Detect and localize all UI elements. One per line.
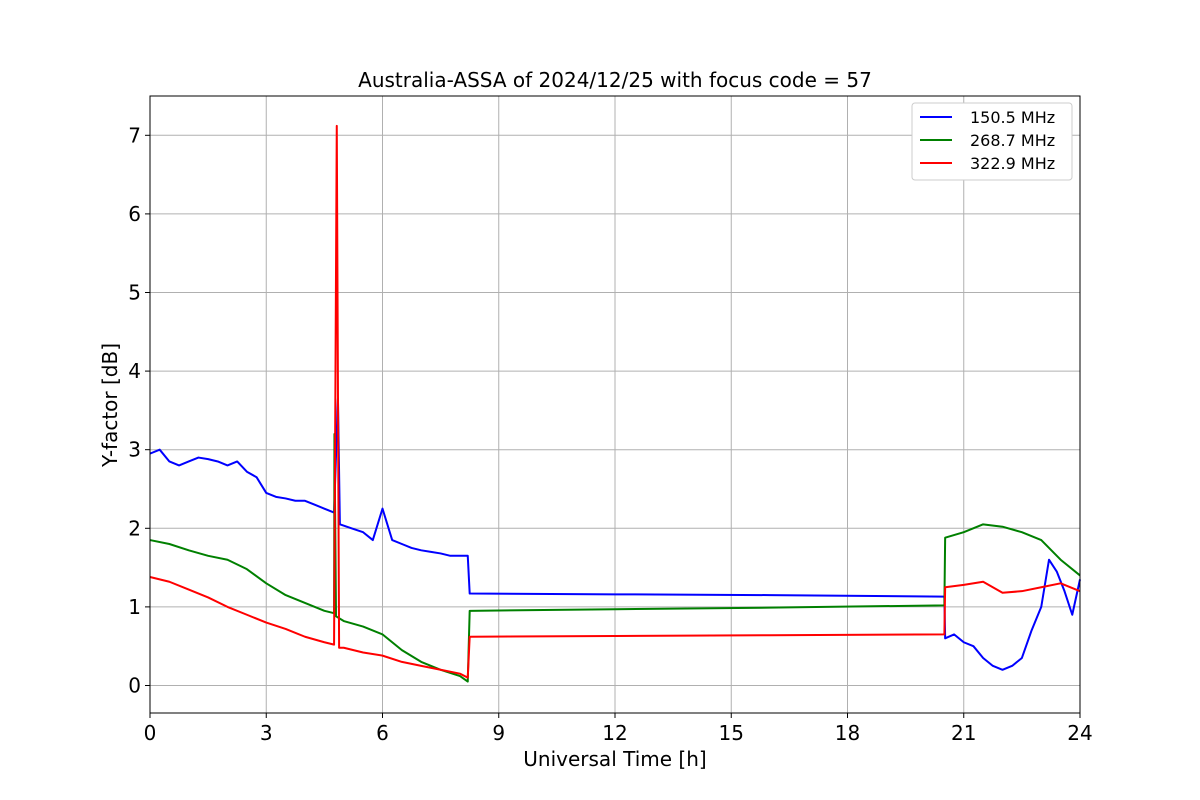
chart-title: Australia-ASSA of 2024/12/25 with focus …: [358, 68, 872, 92]
y-tick-label: 4: [128, 359, 141, 383]
y-axis-label: Y-factor [dB]: [98, 343, 122, 468]
x-tick-label: 3: [260, 721, 273, 745]
x-tick-label: 9: [492, 721, 505, 745]
legend-label-322-9: 322.9 MHz: [970, 154, 1055, 173]
y-axis: 0 1 2 3 4 5 6 7: [128, 123, 150, 697]
x-tick-label: 12: [602, 721, 627, 745]
x-tick-label: 21: [951, 721, 976, 745]
legend: 150.5 MHz 268.7 MHz 322.9 MHz: [911, 102, 1073, 181]
legend-label-268-7: 268.7 MHz: [970, 131, 1055, 150]
x-axis-label: Universal Time [h]: [523, 747, 706, 771]
y-tick-label: 0: [128, 673, 141, 697]
series-line-322-9-mhz: [149, 124, 1081, 679]
y-tick-label: 2: [128, 516, 141, 540]
x-tick-label: 18: [835, 721, 860, 745]
legend-box: [911, 102, 1073, 181]
x-tick-label: 6: [376, 721, 389, 745]
y-tick-label: 6: [128, 202, 141, 226]
y-tick-label: 7: [128, 123, 141, 147]
y-tick-label: 1: [128, 595, 141, 619]
series-line-150-5-mhz: [149, 397, 1081, 671]
x-tick-label: 15: [719, 721, 744, 745]
x-tick-label: 0: [144, 721, 157, 745]
y-tick-label: 3: [128, 438, 141, 462]
series-layer: [149, 124, 1081, 683]
x-tick-label: 24: [1067, 721, 1092, 745]
legend-label-150-5: 150.5 MHz: [970, 108, 1055, 127]
series-line-268-7-mhz: [149, 432, 1081, 683]
x-axis: 0 3 6 9 12 15 18 21 24: [144, 713, 1093, 745]
y-tick-label: 5: [128, 280, 141, 304]
grid: [150, 96, 1080, 713]
